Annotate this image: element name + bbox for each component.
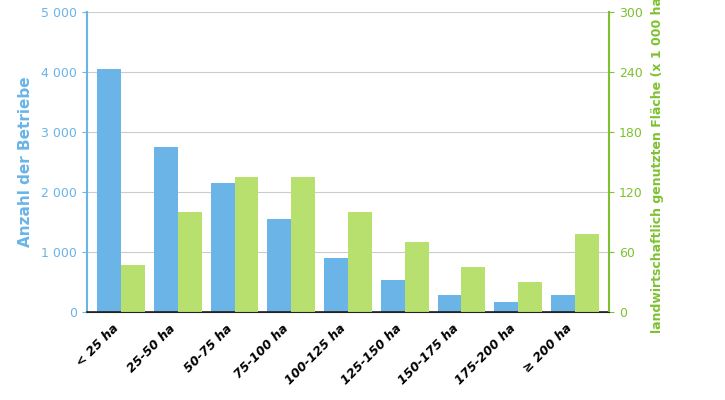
- Bar: [518, 282, 542, 312]
- Bar: [121, 265, 145, 312]
- Bar: [575, 234, 599, 312]
- Bar: [154, 147, 178, 312]
- Y-axis label: Anzahl der Betriebe: Anzahl der Betriebe: [18, 77, 33, 247]
- Bar: [381, 280, 405, 312]
- Bar: [291, 177, 315, 312]
- Y-axis label: landwirtschaftlich genutzten Fläche (x 1 000 ha): landwirtschaftlich genutzten Fläche (x 1…: [651, 0, 664, 333]
- Bar: [438, 294, 462, 312]
- Bar: [405, 242, 428, 312]
- Bar: [494, 302, 518, 312]
- Bar: [211, 183, 234, 312]
- Bar: [462, 267, 485, 312]
- Bar: [324, 258, 348, 312]
- Bar: [348, 212, 372, 312]
- Bar: [234, 177, 258, 312]
- Bar: [551, 294, 575, 312]
- Bar: [268, 219, 291, 312]
- Bar: [178, 212, 202, 312]
- Bar: [97, 69, 121, 312]
